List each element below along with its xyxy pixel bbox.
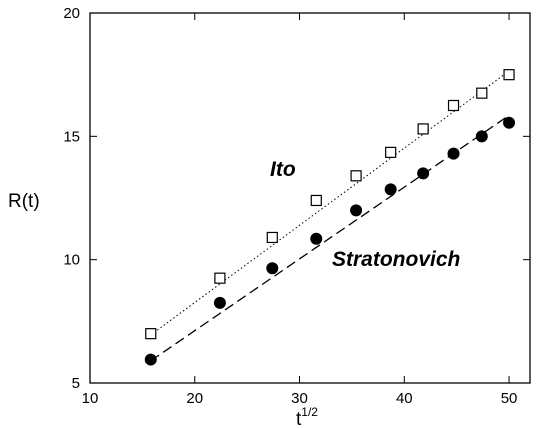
x-tick-label: 40 xyxy=(396,390,413,407)
stratonovich-point xyxy=(475,130,488,143)
stratonovich-point xyxy=(310,232,323,245)
ito-point xyxy=(310,194,322,207)
y-tick-label: 15 xyxy=(63,128,80,145)
x-axis-title-base: t xyxy=(296,409,302,428)
y-tick-label: 20 xyxy=(63,5,80,22)
ito-point xyxy=(417,123,429,135)
data-markers xyxy=(144,69,516,366)
y-tick-label: 10 xyxy=(63,252,80,269)
ito-point xyxy=(350,170,362,182)
stratonovich-point xyxy=(417,167,430,180)
ito-point xyxy=(447,99,460,112)
x-tick-label: 20 xyxy=(186,390,203,407)
ito-point xyxy=(214,272,226,284)
y-tick-label: 5 xyxy=(72,375,80,392)
stratonovich-point xyxy=(144,353,157,366)
stratonovich-point xyxy=(350,204,363,217)
x-tick-label: 50 xyxy=(501,390,518,407)
stratonovich-point xyxy=(266,262,279,275)
ito-point xyxy=(266,231,278,244)
ito-point xyxy=(385,146,397,158)
stratonovich-point xyxy=(447,147,460,160)
x-axis-title-superscript: 1/2 xyxy=(301,405,318,419)
stratonovich-point xyxy=(503,116,516,129)
stratonovich-point xyxy=(384,183,397,196)
ito-point xyxy=(476,87,488,99)
plot-frame xyxy=(89,12,531,384)
x-tick-label: 30 xyxy=(291,390,308,407)
x-axis-title: t1/2 xyxy=(296,405,318,428)
ito-point xyxy=(145,328,157,340)
ito-point xyxy=(503,69,515,81)
series-label-ito: Ito xyxy=(270,158,296,181)
series-label-stratonovich: Stratonovich xyxy=(332,248,460,271)
x-tick-label: 10 xyxy=(82,390,99,407)
stratonovich-point xyxy=(213,296,226,309)
fit-lines xyxy=(150,70,510,362)
y-axis-title: R(t) xyxy=(8,191,40,212)
